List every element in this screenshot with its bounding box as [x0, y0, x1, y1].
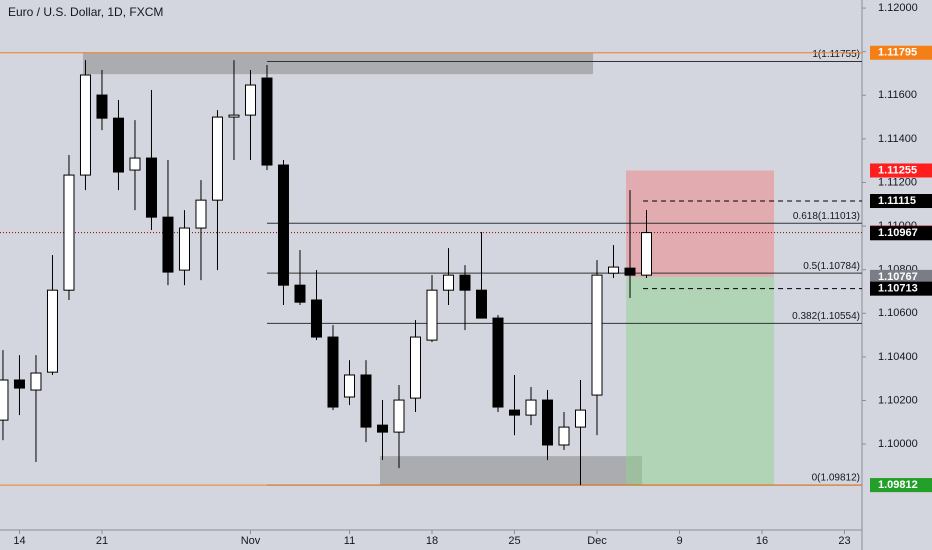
candle-body: [310, 299, 322, 338]
y-tick-label: 1.11600: [878, 89, 917, 101]
price-label-box: [870, 194, 932, 209]
candle-body: [178, 227, 190, 271]
y-tick-label: 1.10200: [878, 394, 918, 406]
y-tick-label: 1.10000: [878, 438, 918, 450]
candle-body: [442, 274, 454, 291]
candle-body: [145, 157, 157, 218]
candle-body: [360, 374, 372, 428]
price-label: 1.09812: [878, 479, 918, 491]
x-tick-label: 14: [13, 535, 25, 547]
fib-label: 0.5(1.10784): [803, 261, 860, 272]
price-label: 1.10713: [878, 283, 918, 295]
candle-body: [13, 379, 25, 389]
candle-body: [376, 424, 388, 433]
candle-body: [294, 284, 306, 303]
x-tick-label: 18: [426, 535, 438, 547]
candle-body: [426, 289, 438, 341]
candle-body: [261, 77, 273, 166]
candle-body: [409, 336, 421, 399]
candle-body: [129, 157, 141, 171]
stop-zone: [626, 276, 775, 486]
candle-body: [195, 199, 207, 229]
y-tick-label: 1.10400: [878, 351, 918, 363]
candle-body: [96, 94, 108, 119]
candle-body: [211, 116, 223, 201]
candle-body: [525, 399, 537, 416]
candle-body: [624, 267, 636, 276]
zone: [380, 456, 643, 486]
candle-body: [508, 409, 520, 416]
price-label-box: [870, 478, 932, 493]
price-label-box: [870, 163, 932, 178]
x-tick-label: 9: [676, 535, 682, 547]
price-label: 1.10967: [878, 227, 918, 239]
chart-title: Euro / U.S. Dollar, 1D, FXCM: [8, 5, 163, 19]
candle-body: [162, 216, 174, 273]
candle-body: [0, 379, 9, 421]
fib-label: 1(1.11755): [812, 49, 860, 60]
fib-label: 0.382(1.10554): [792, 311, 860, 322]
x-tick-label: 11: [344, 535, 355, 547]
x-tick-label: Nov: [241, 535, 261, 547]
price-label: 1.11115: [878, 195, 916, 207]
price-label-box: [870, 269, 932, 284]
x-tick-label: 23: [838, 535, 850, 547]
x-tick-label: 21: [96, 535, 108, 547]
candle-body: [574, 409, 586, 428]
price-label-box: [870, 45, 932, 60]
candle-body: [30, 372, 42, 391]
price-label: 1.11255: [878, 164, 917, 176]
x-tick-label: Dec: [587, 535, 607, 547]
zone: [82, 52, 594, 75]
fib-label: 0.618(1.11013): [793, 211, 860, 222]
candle-body: [244, 84, 256, 116]
price-label: 1.10767: [878, 271, 918, 283]
candle-body: [591, 274, 603, 396]
price-label-box: [870, 281, 932, 296]
price-label-box: [870, 226, 932, 241]
candle-body: [327, 336, 339, 408]
y-tick-label: 1.12000: [878, 2, 918, 14]
fib-label: 0(1.09812): [812, 473, 860, 484]
candle-body: [228, 114, 240, 118]
candle-body: [607, 266, 619, 274]
x-tick-label: 16: [756, 535, 768, 547]
candle-body: [475, 289, 487, 319]
candle-body: [492, 317, 504, 408]
candle-body: [541, 399, 553, 446]
candle-body: [343, 374, 355, 398]
y-tick-label: 1.10600: [878, 307, 918, 319]
candle-body: [641, 232, 652, 276]
candle-body: [558, 426, 570, 446]
y-tick-label: 1.11200: [878, 176, 917, 188]
price-label: 1.11795: [878, 47, 917, 59]
candle-body: [277, 164, 289, 286]
candle-body: [112, 117, 124, 173]
x-tick-label: 25: [508, 535, 520, 547]
candle-body: [79, 74, 91, 176]
candle-body: [393, 399, 405, 433]
candle-body: [459, 274, 471, 291]
candle-body: [63, 174, 75, 291]
y-tick-label: 1.11400: [878, 133, 917, 145]
candle-body: [46, 289, 58, 373]
